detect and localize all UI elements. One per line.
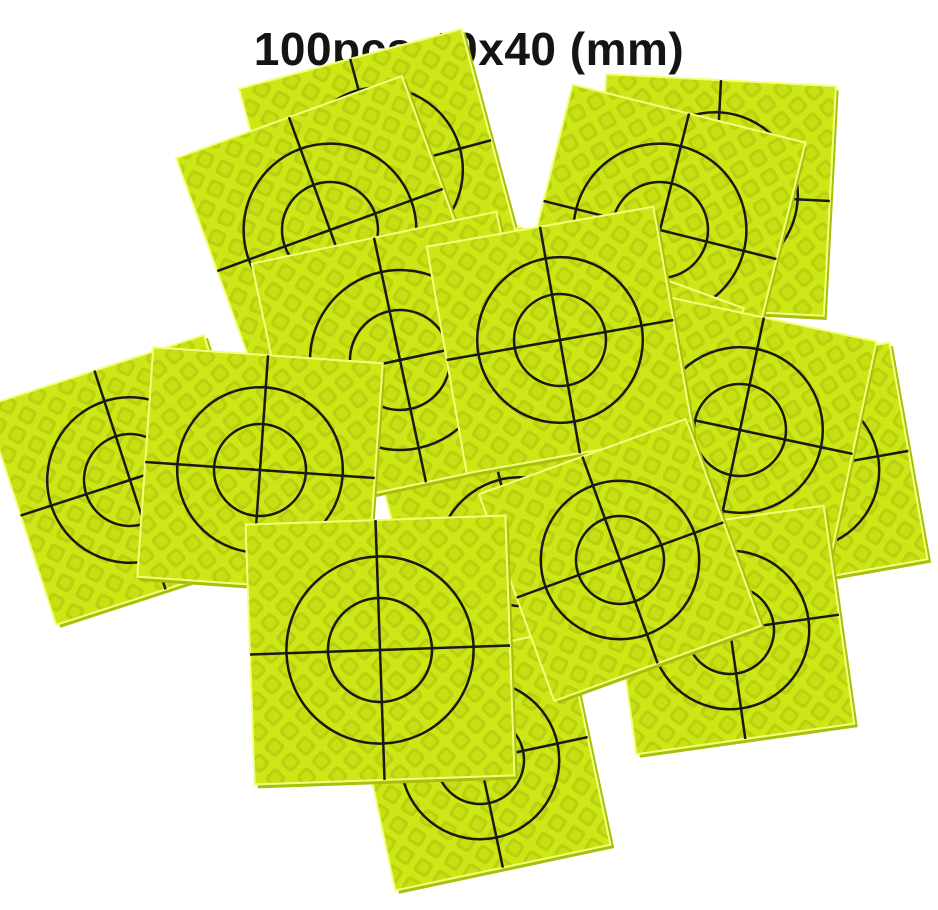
reflective-target-sheet (477, 417, 766, 704)
reflective-target-sheet (425, 205, 697, 477)
reflective-target-sheet (244, 514, 518, 789)
